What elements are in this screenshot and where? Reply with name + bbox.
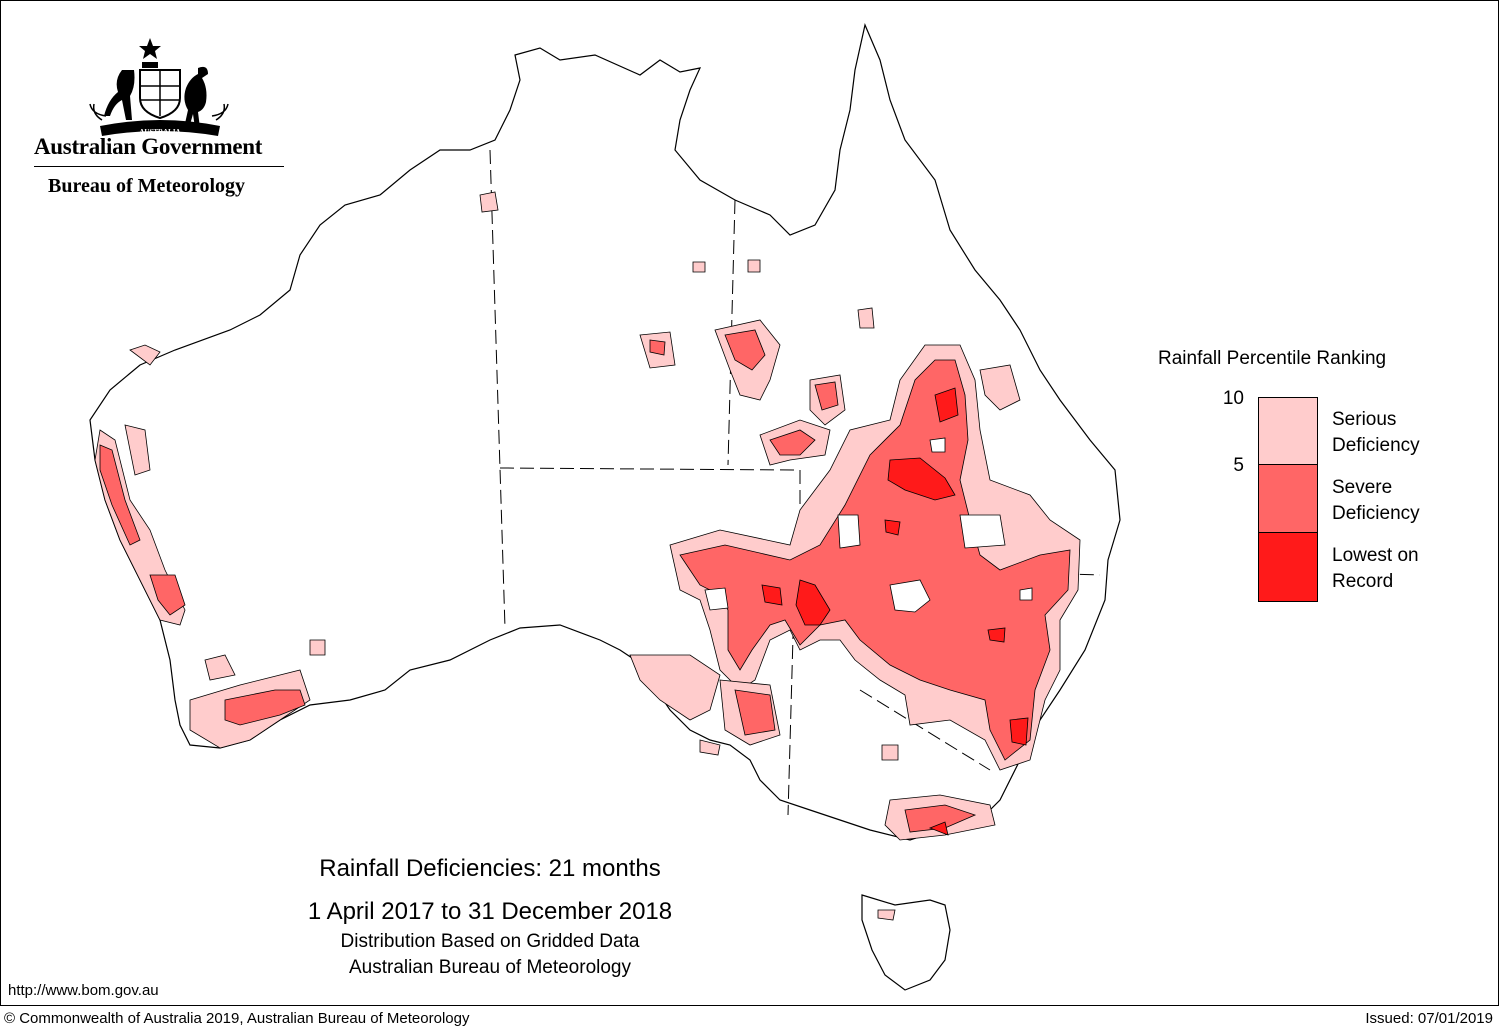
legend-swatch-severe [1258,464,1318,533]
issued-date: Issued: 07/01/2019 [1365,1010,1493,1027]
map-period: 1 April 2017 to 31 December 2018 [307,898,673,925]
legend-tick-10: 10 [1222,388,1244,409]
website-link[interactable]: http://www.bom.gov.au [8,982,159,999]
legend-label-severe: Severe Deficiency [1332,477,1420,524]
map-title: Rainfall Deficiencies: 21 months [319,855,661,882]
legend-label-serious: Serious Deficiency [1332,409,1420,456]
lowest-on-record-areas [761,387,1029,836]
government-title: Australian Government [34,134,263,159]
title-divider [34,166,284,167]
map-method: Distribution Based on Gridded Data [340,931,640,952]
legend-swatch-serious [1258,397,1318,465]
tasmania-coastline [861,894,951,991]
crest-scroll-text: AUSTRALIA [139,128,180,136]
legend-swatch-lowest [1258,532,1318,602]
legend-label-lowest: Lowest on Record [1332,545,1419,592]
coat-of-arms-logo: AUSTRALIA [89,38,229,136]
severe-deficiency-areas [99,329,1071,833]
legend-title: Rainfall Percentile Ranking [1158,348,1387,369]
non-deficient-islands [704,437,1033,613]
agency-name: Bureau of Meteorology [48,175,246,197]
legend-tick-5: 5 [1233,455,1244,476]
map-source: Australian Bureau of Meteorology [349,957,631,978]
copyright-notice: © Commonwealth of Australia 2019, Austra… [4,1010,470,1027]
